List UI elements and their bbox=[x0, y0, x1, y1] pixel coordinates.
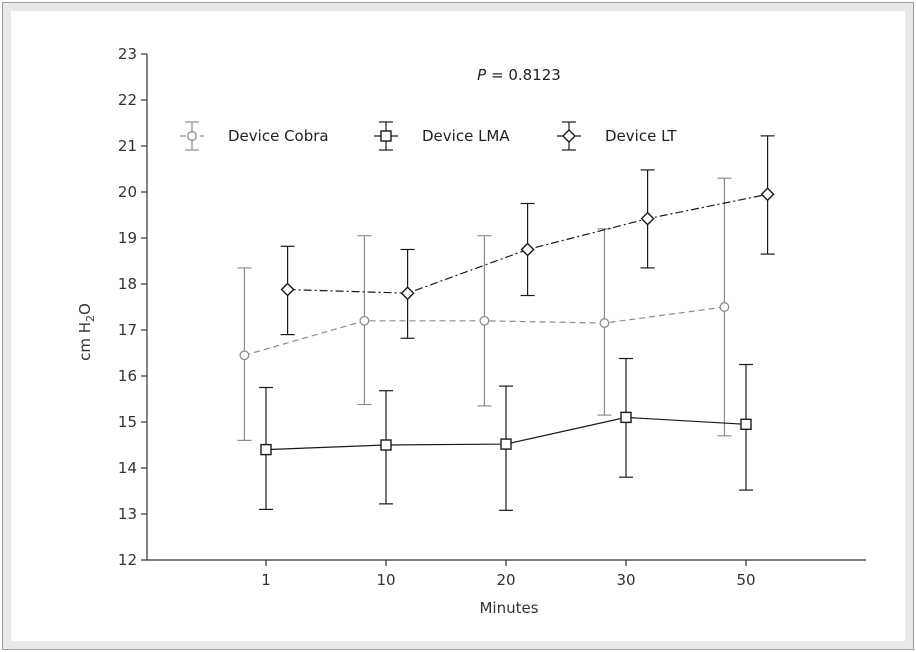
legend-entry-device-lma: Device LMA bbox=[374, 121, 510, 151]
legend-entry-device-cobra: Device Cobra bbox=[180, 121, 329, 151]
chart: 12 13 14 15 16 17 18 19 20 21 22 23 1 10 20 30 50 Device… bbox=[11, 11, 905, 641]
y-axis-title: cm H2O bbox=[76, 303, 97, 361]
p-value-annotation: P = 0.8123 bbox=[477, 66, 561, 84]
data-point-device-cobra bbox=[239, 350, 250, 361]
data-point-device-lma bbox=[620, 411, 632, 424]
y-tick-label: 23 bbox=[118, 45, 137, 63]
data-point-device-lt bbox=[280, 282, 295, 297]
data-point-device-lt bbox=[400, 286, 415, 301]
data-point-device-lma bbox=[500, 438, 512, 450]
data-point-device-lt bbox=[520, 242, 535, 257]
data-point-device-cobra bbox=[599, 318, 610, 329]
plot-background bbox=[11, 11, 905, 641]
x-tick-label: 50 bbox=[736, 571, 755, 589]
x-tick-label: 10 bbox=[376, 571, 395, 589]
y-tick-label: 15 bbox=[118, 413, 137, 431]
legend-label: Device Cobra bbox=[228, 127, 329, 145]
y-tick-label: 19 bbox=[118, 229, 137, 247]
data-point-device-cobra bbox=[479, 315, 490, 326]
data-point-device-lt bbox=[760, 187, 775, 202]
y-tick-label: 20 bbox=[118, 183, 137, 201]
series-device-cobra bbox=[237, 177, 732, 441]
axes: 12 13 14 15 16 17 18 19 20 21 22 23 1 10 20 30 50 bbox=[118, 45, 866, 589]
x-tick-label: 1 bbox=[261, 571, 271, 589]
y-tick-label: 21 bbox=[118, 137, 137, 155]
y-tick-label: 14 bbox=[118, 459, 137, 477]
legend-label: Device LMA bbox=[422, 127, 510, 145]
series-device-lma bbox=[259, 357, 753, 511]
y-tick-label: 17 bbox=[118, 321, 137, 339]
series-layer bbox=[237, 135, 775, 511]
data-point-device-lma bbox=[740, 418, 752, 430]
y-tick-label: 13 bbox=[118, 505, 137, 523]
series-device-lt bbox=[280, 135, 775, 339]
data-point-device-lt bbox=[640, 211, 655, 226]
legend-marker-circle bbox=[187, 131, 197, 141]
data-point-device-lma bbox=[260, 443, 272, 456]
legend: Device Cobra Device LMA Device LT bbox=[180, 121, 677, 151]
data-point-device-cobra bbox=[359, 315, 370, 326]
x-tick-label: 30 bbox=[616, 571, 635, 589]
legend-label: Device LT bbox=[605, 127, 677, 145]
legend-entry-device-lt: Device LT bbox=[557, 121, 677, 151]
x-axis-title: Minutes bbox=[479, 599, 538, 617]
legend-marker-diamond bbox=[562, 129, 576, 143]
data-point-device-cobra bbox=[719, 302, 730, 312]
y-tick-label: 18 bbox=[118, 275, 137, 293]
legend-marker-square bbox=[380, 130, 392, 142]
data-point-device-lma bbox=[380, 439, 392, 451]
y-tick-label: 16 bbox=[118, 367, 137, 385]
y-tick-label: 22 bbox=[118, 91, 137, 109]
x-tick-label: 20 bbox=[496, 571, 515, 589]
y-tick-label: 12 bbox=[118, 551, 137, 569]
